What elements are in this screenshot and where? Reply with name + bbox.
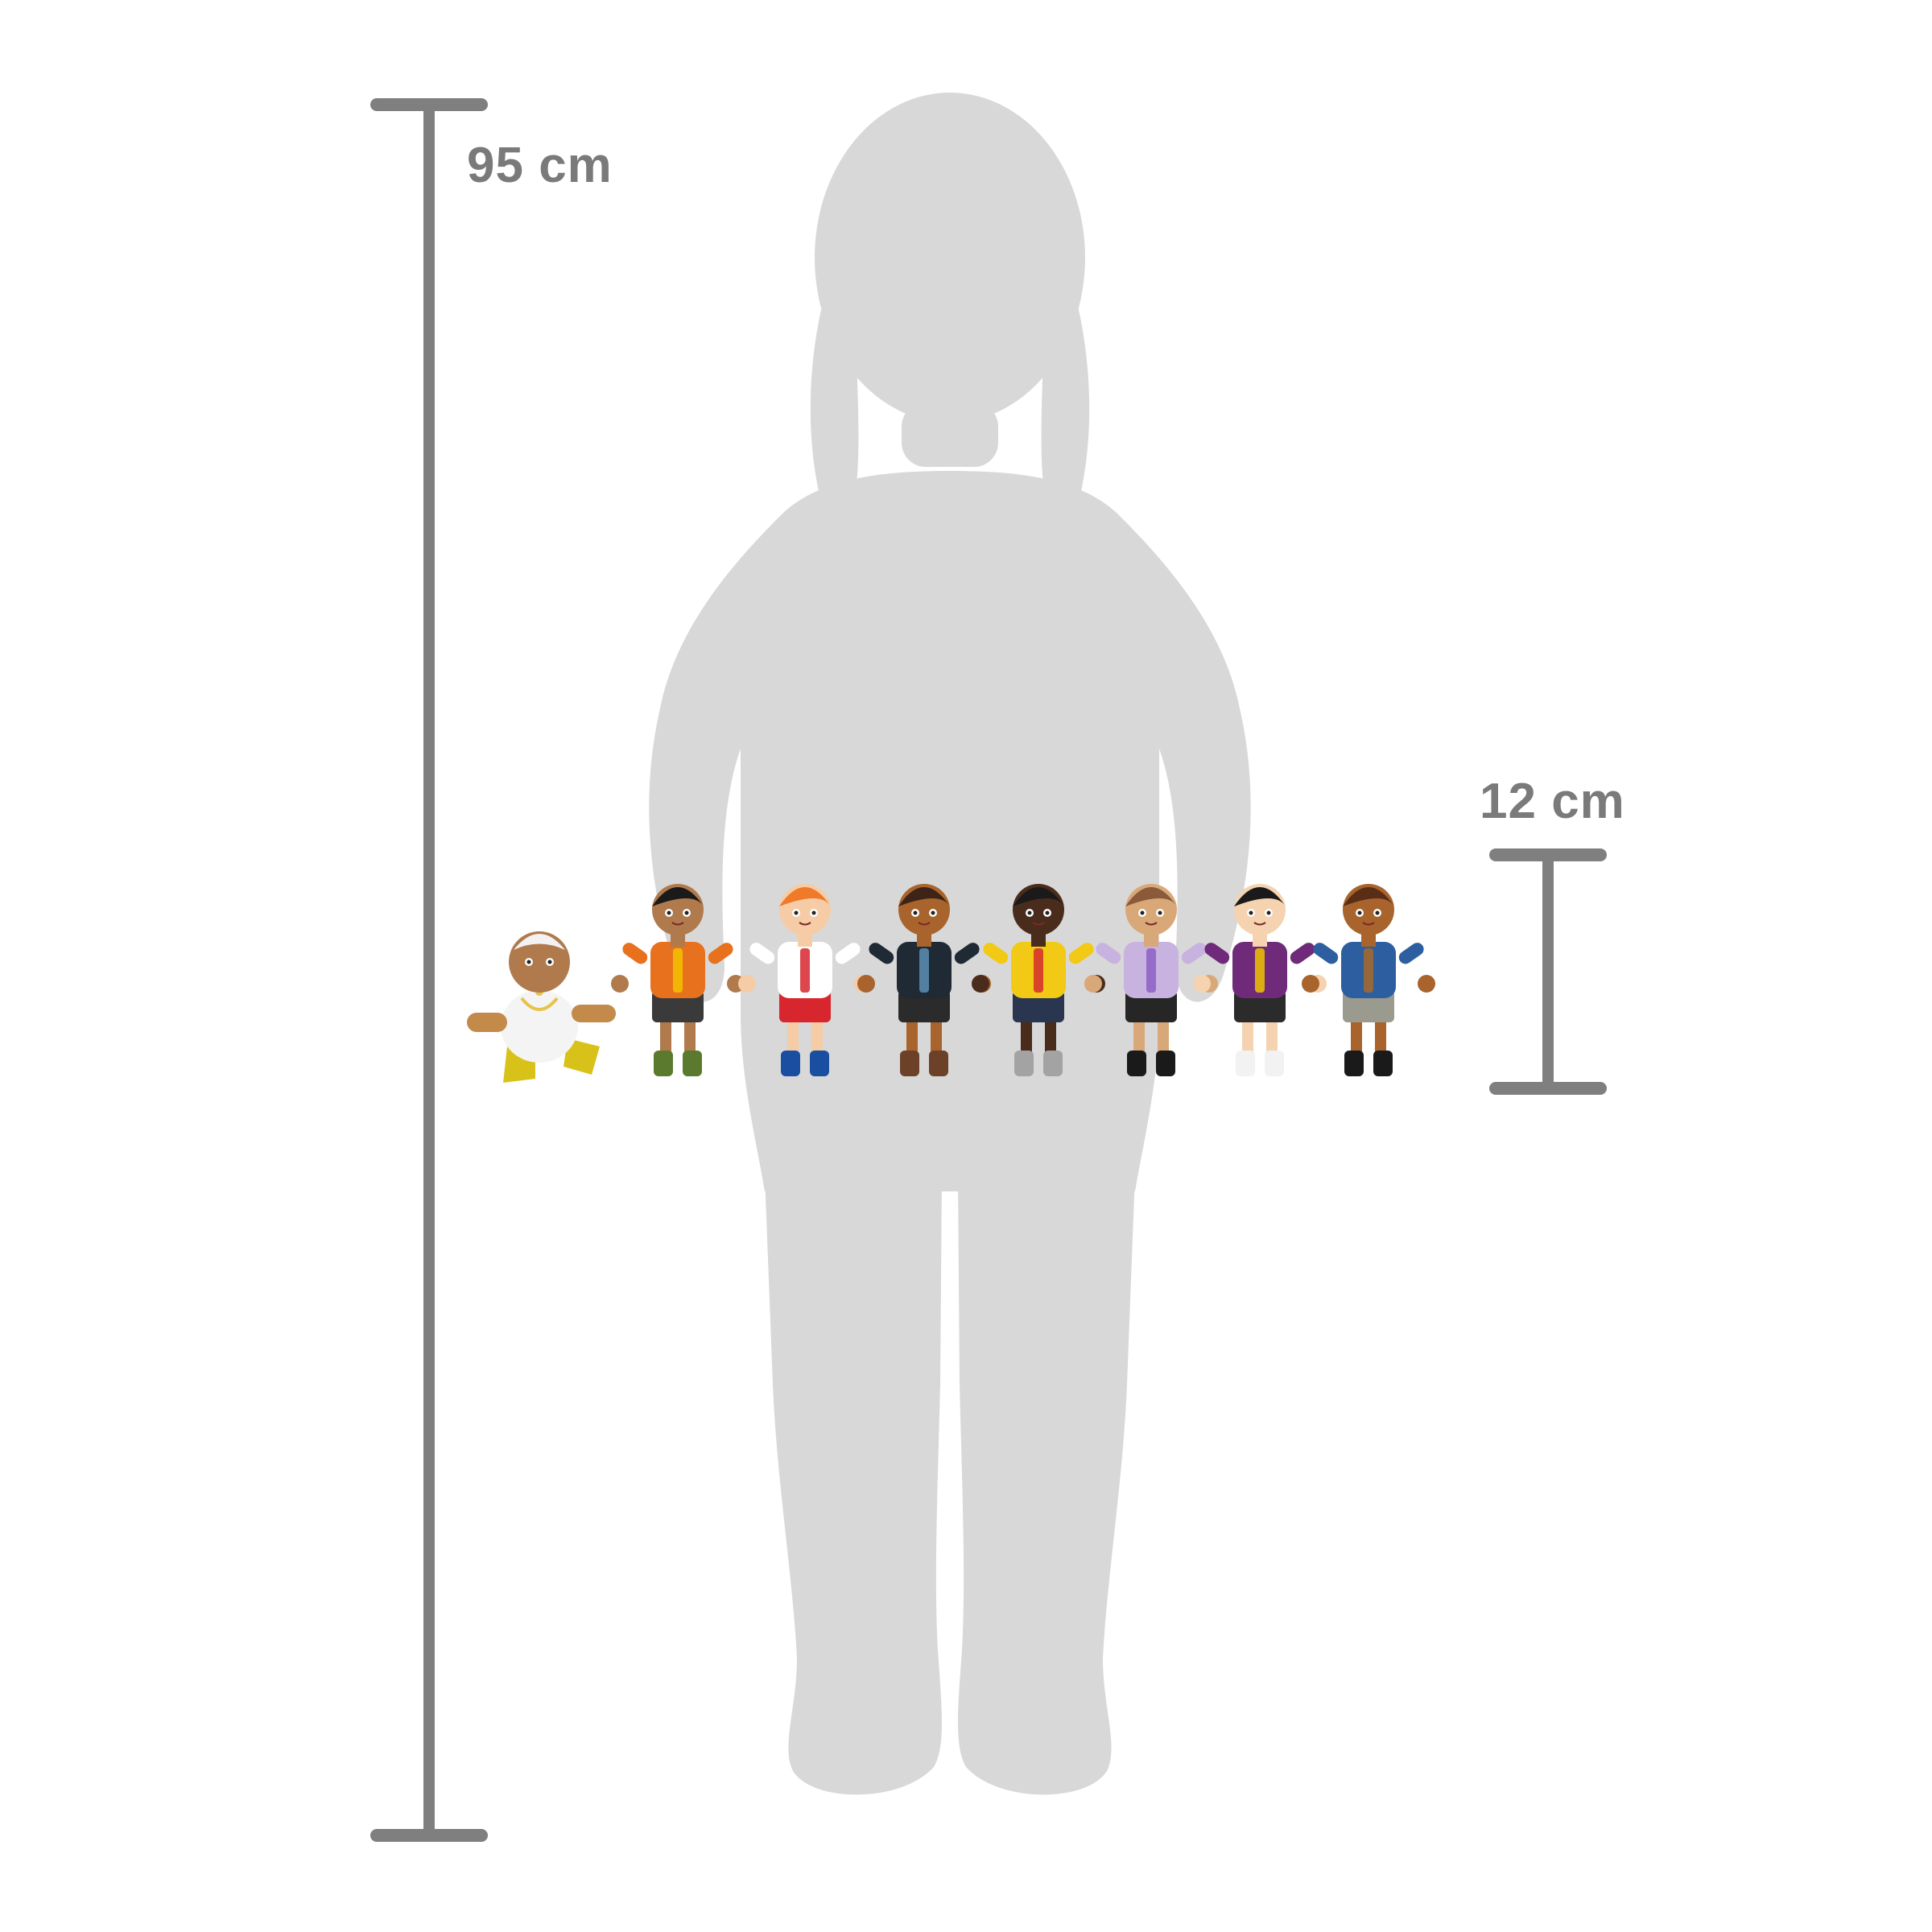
toy-figure-boy-blue-sweater [1302,884,1435,1076]
toy-figure-woman-denim-jacket [857,884,991,1076]
toy-figure-baby [467,931,616,1083]
scale-bar-95cm [370,98,488,1842]
toy-figures-row [467,884,1435,1083]
scale-bar-12cm [1489,848,1607,1095]
height-label-95cm: 95 cm [467,138,613,193]
toy-figure-grandma-lilac [1084,884,1218,1076]
toy-figure-teen-purple [1193,884,1327,1076]
toy-figure-ginger-girl [738,884,872,1076]
toy-figure-child-rainbow-shirt [611,884,745,1076]
height-label-12cm: 12 cm [1480,774,1625,829]
